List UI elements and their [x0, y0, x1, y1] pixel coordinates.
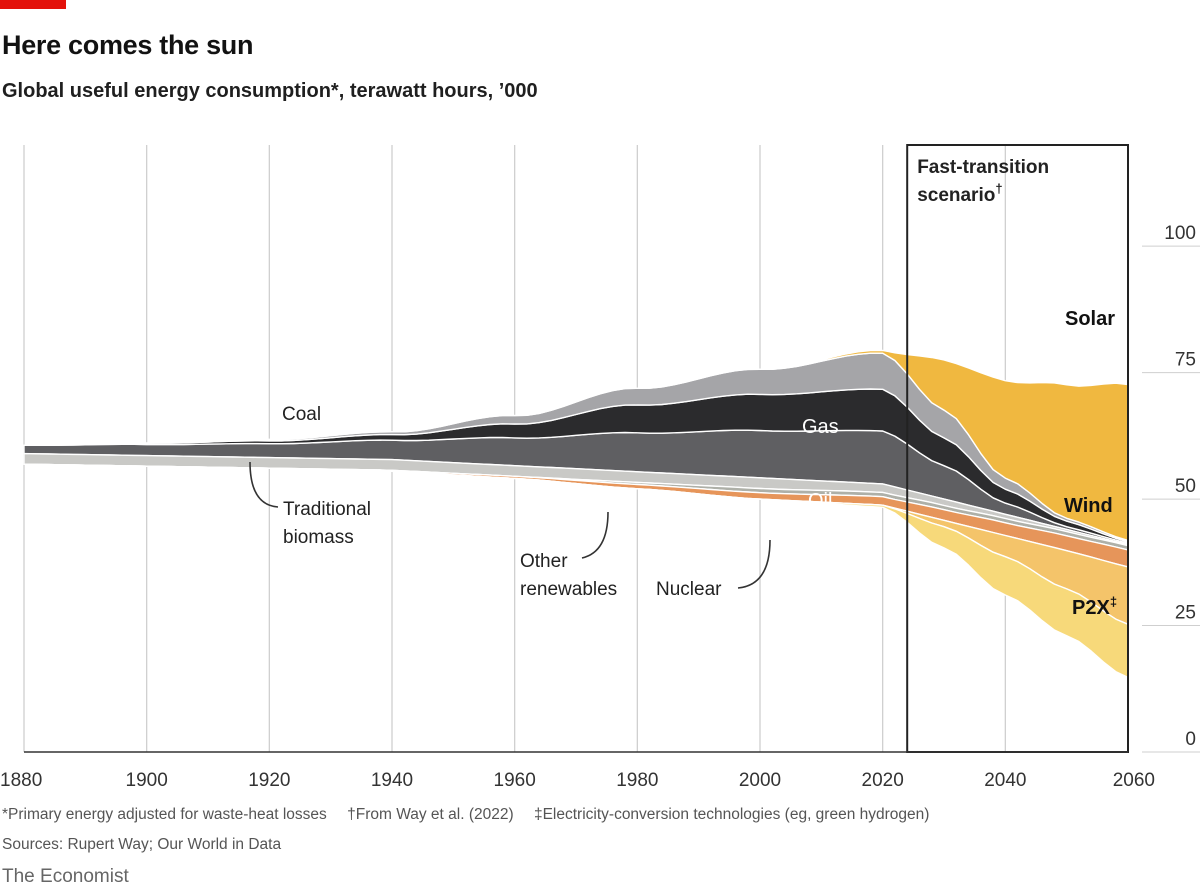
- label-nuclear: Nuclear: [656, 579, 722, 600]
- x-tick-label-2040: 2040: [984, 770, 1026, 791]
- pointer-other-renewables: [581, 511, 609, 559]
- scenario-label-mark: †: [995, 181, 1002, 196]
- label-wind: Wind: [1064, 495, 1113, 517]
- x-tick-label-2060: 2060: [1113, 770, 1155, 791]
- sources: Sources: Rupert Way; Our World in Data: [2, 836, 282, 853]
- label-solar: Solar: [1065, 308, 1115, 330]
- pointer-nuclear: [737, 539, 771, 589]
- scenario-label-line2: scenario†: [917, 181, 1002, 206]
- x-tick-label-1940: 1940: [371, 770, 413, 791]
- x-tick-label-1980: 1980: [616, 770, 658, 791]
- y-tick-label-50: 50: [1175, 476, 1196, 497]
- y-tick-label-100: 100: [1164, 223, 1196, 244]
- label-p2x-mark: ‡: [1110, 594, 1117, 609]
- y-tick-label-75: 75: [1175, 350, 1196, 371]
- x-tick-label-2020: 2020: [862, 770, 904, 791]
- x-tick-label-1900: 1900: [126, 770, 168, 791]
- footnote-way: †From Way et al. (2022): [347, 806, 514, 823]
- y-tick-label-25: 25: [1175, 603, 1196, 624]
- scenario-label-line1: Fast-transition: [917, 157, 1049, 178]
- y-tick-label-0: 0: [1185, 729, 1196, 750]
- label-oil: Oil: [808, 490, 832, 512]
- label-p2x: P2X‡: [1072, 594, 1117, 619]
- brand-name: The Economist: [2, 866, 129, 887]
- x-tick-label-1960: 1960: [494, 770, 536, 791]
- label-coal-early: Coal: [282, 404, 321, 425]
- chart-subtitle: Global useful energy consumption*, teraw…: [2, 80, 538, 102]
- label-coal: Coal: [795, 328, 836, 350]
- x-tick-label-2000: 2000: [739, 770, 781, 791]
- label-other-renewables-2: renewables: [520, 579, 617, 600]
- label-gas: Gas: [802, 416, 839, 438]
- x-tick-label-1880: 1880: [0, 770, 42, 791]
- energy-streamgraph: Fast-transition scenario† Coal Traditional…: [0, 144, 1200, 791]
- footnote-primary: *Primary energy adjusted for waste-heat …: [2, 806, 327, 823]
- label-traditional-biomass-2: biomass: [283, 527, 354, 548]
- label-traditional-biomass-1: Traditional: [283, 499, 371, 520]
- x-tick-label-1920: 1920: [248, 770, 290, 791]
- footnote-p2x: ‡Electricity-conversion technologies (eg…: [533, 806, 930, 823]
- label-other-renewables-1: Other: [520, 551, 568, 572]
- footnotes: *Primary energy adjusted for waste-heat …: [2, 806, 945, 824]
- brand-red-bar: [0, 0, 66, 9]
- chart-title: Here comes the sun: [2, 30, 254, 60]
- pointer-traditional-biomass: [249, 461, 279, 508]
